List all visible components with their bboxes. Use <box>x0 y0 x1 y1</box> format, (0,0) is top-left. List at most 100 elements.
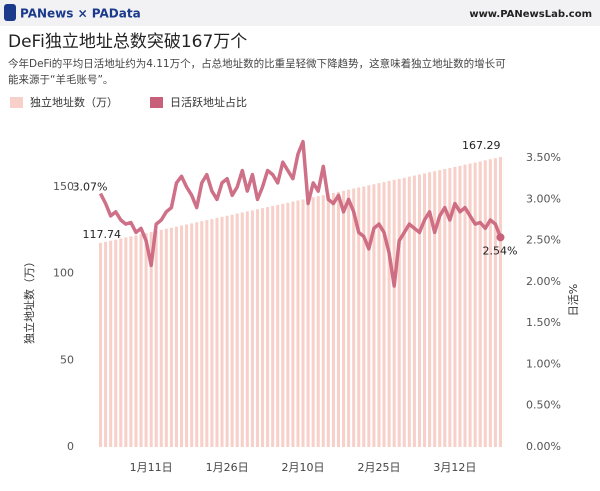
bar <box>205 220 209 447</box>
y2-tick-label: 2.50% <box>526 234 561 247</box>
bar <box>139 234 143 447</box>
bar <box>407 176 411 447</box>
line <box>98 139 503 288</box>
y2-tick-label: 1.00% <box>526 357 561 370</box>
legend-label: 日活跃地址占比 <box>170 95 247 109</box>
bar <box>255 209 259 447</box>
bar <box>483 160 487 447</box>
bar <box>281 203 285 447</box>
bar <box>174 226 178 447</box>
data-label: 3.07% <box>73 181 108 194</box>
bar <box>433 171 437 447</box>
bar <box>119 238 123 447</box>
bar <box>261 208 265 447</box>
bar <box>154 231 158 447</box>
bar <box>180 225 184 447</box>
bar <box>458 165 462 447</box>
bar <box>352 188 356 447</box>
bar <box>144 233 148 447</box>
bar <box>347 189 351 447</box>
bar <box>271 205 275 447</box>
x-tick-label: 1月26日 <box>206 461 249 474</box>
bar <box>195 222 199 447</box>
bar <box>402 177 406 447</box>
bar <box>210 219 214 447</box>
bar <box>336 191 340 447</box>
bar <box>493 158 497 447</box>
data-label: 117.74 <box>83 228 122 241</box>
header-bar <box>0 0 600 26</box>
bar <box>200 221 204 447</box>
bar <box>316 196 320 447</box>
bar <box>443 168 447 447</box>
bar <box>417 174 421 447</box>
bar <box>124 237 128 447</box>
bar <box>149 232 153 447</box>
bar <box>428 172 432 447</box>
legend-swatch <box>10 97 23 108</box>
bar <box>473 162 477 447</box>
bar <box>387 180 391 447</box>
bar <box>134 235 138 447</box>
bar <box>114 239 118 447</box>
bar <box>382 182 386 447</box>
bar <box>109 240 113 447</box>
bar <box>215 217 219 447</box>
bar <box>392 179 396 448</box>
logo-icon <box>4 4 16 21</box>
bar <box>468 163 472 447</box>
bar <box>377 183 381 448</box>
bar <box>230 214 234 447</box>
y-tick-label: 150 <box>53 180 74 193</box>
bar <box>331 192 335 447</box>
subtitle: 今年DeFi的平均日活地址约为4.11万个，占总地址数的比重呈轻微下降趋势，这意… <box>8 57 506 70</box>
bar <box>367 185 371 447</box>
y2-axis-label: 日活% <box>567 284 580 316</box>
bar <box>438 170 442 448</box>
y2-tick-label: 2.00% <box>526 275 561 288</box>
bar <box>498 157 502 447</box>
bar <box>250 210 254 447</box>
bar <box>311 197 315 447</box>
bar <box>412 175 416 447</box>
header-url: www.PANewsLab.com <box>469 9 592 20</box>
data-label: 2.54% <box>482 244 517 257</box>
bar <box>286 202 290 447</box>
y2-tick-label: 0.50% <box>526 399 561 412</box>
bar <box>357 187 361 447</box>
y-tick-label: 50 <box>60 353 74 366</box>
bar <box>397 178 401 447</box>
x-tick-label: 2月10日 <box>282 461 325 474</box>
bar <box>104 241 108 447</box>
legend-label: 独立地址数（万） <box>30 95 118 109</box>
end-marker <box>496 233 505 242</box>
y-tick-label: 0 <box>67 440 74 453</box>
bar <box>453 166 457 448</box>
bar <box>164 228 168 447</box>
y2-tick-label: 3.00% <box>526 192 561 205</box>
bar <box>169 227 173 447</box>
y-tick-label: 100 <box>53 267 74 280</box>
bar <box>245 211 249 447</box>
bar <box>448 167 452 447</box>
y2-tick-label: 0.00% <box>526 440 561 453</box>
bar <box>306 198 310 447</box>
bar <box>372 184 376 447</box>
bar <box>301 199 305 447</box>
bar <box>296 200 300 447</box>
y2-tick-label: 1.50% <box>526 316 561 329</box>
bar <box>240 212 244 447</box>
bar <box>190 223 194 447</box>
bar <box>235 213 239 447</box>
bar <box>342 190 346 447</box>
bar <box>321 195 325 447</box>
data-label: 167.29 <box>462 139 501 152</box>
bar <box>266 207 270 447</box>
subtitle: 能来源于“羊毛账号”。 <box>8 73 113 86</box>
bar <box>488 159 492 447</box>
chart-title: DeFi独立地址总数突破167万个 <box>8 32 247 52</box>
bar <box>362 186 366 448</box>
bar <box>463 164 467 447</box>
bar <box>326 194 330 447</box>
